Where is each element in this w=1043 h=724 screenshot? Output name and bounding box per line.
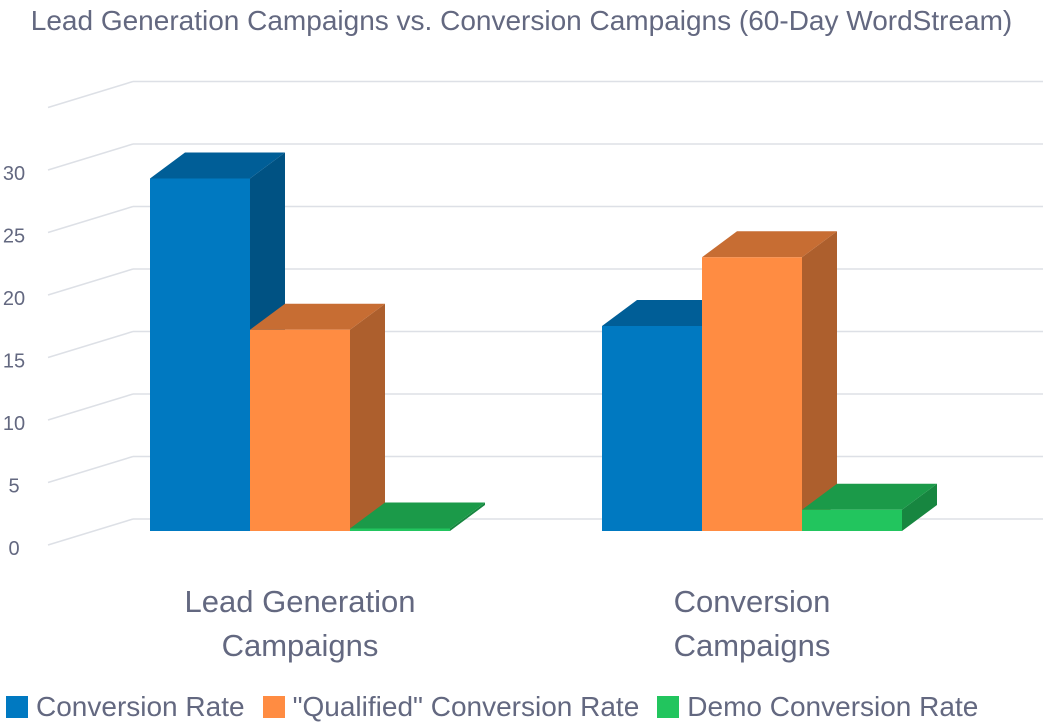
bar-front (150, 178, 250, 531)
legend-label: Conversion Rate (36, 691, 245, 722)
y-tick-label: 30 (3, 163, 25, 185)
y-tick-label: 10 (3, 413, 25, 435)
bar-top (702, 231, 837, 258)
bar-side (902, 483, 937, 531)
x-tick-label: Conversion Campaigns (674, 584, 831, 663)
bar-front (702, 257, 802, 531)
legend-item: Demo Conversion Rate (657, 691, 978, 723)
y-tick-label: 5 (8, 476, 19, 498)
bar-front (802, 509, 902, 531)
bar (802, 483, 937, 531)
gridline-diagonal (47, 518, 134, 546)
bars: Lead Generation Campaigns Conversion Campai… (150, 152, 937, 663)
gridline-diagonal (47, 455, 134, 484)
bar-front (602, 326, 702, 531)
bar-side (802, 231, 837, 531)
bar-top (802, 483, 937, 510)
y-tick-label: 20 (3, 288, 25, 310)
legend-swatch (657, 696, 680, 718)
y-axis-ticks: 0 5 10 15 20 25 30 (3, 163, 25, 560)
y-tick-label: 0 (8, 538, 19, 560)
bar-front (250, 329, 350, 531)
y-tick-label: 15 (3, 351, 25, 373)
legend: Conversion Rate "Qualified" Conversion Ra… (6, 690, 996, 724)
bar-top (150, 152, 285, 179)
bar-side (350, 303, 385, 531)
legend-item: "Qualified" Conversion Rate (262, 691, 640, 723)
bar (702, 231, 837, 531)
legend-label: "Qualified" Conversion Rate (292, 691, 640, 722)
legend-swatch (6, 696, 28, 718)
gridline-diagonal (47, 80, 134, 109)
legend-label: Demo Conversion Rate (687, 691, 979, 722)
legend-swatch (262, 696, 285, 718)
gridline-diagonal (47, 205, 134, 234)
bar-side (450, 502, 485, 531)
bar (250, 303, 385, 531)
gridline-diagonal (47, 330, 134, 359)
bar-top (350, 502, 485, 529)
y-tick-label: 25 (3, 226, 25, 248)
gridline-diagonal (47, 393, 134, 421)
bar-front (350, 528, 450, 531)
bar-top (250, 303, 385, 330)
bar (350, 502, 485, 531)
chart-plot: 0 5 10 15 20 25 30 Lead Generation Campaigns Con… (3, 80, 1043, 663)
chart-title: Lead Generation Campaigns vs. Conversion… (30, 5, 1013, 36)
legend-item: Conversion Rate (6, 691, 245, 723)
x-tick-label: Lead Generation Campaigns (185, 584, 416, 663)
gridline-diagonal (47, 143, 134, 171)
gridline-diagonal (47, 268, 134, 296)
